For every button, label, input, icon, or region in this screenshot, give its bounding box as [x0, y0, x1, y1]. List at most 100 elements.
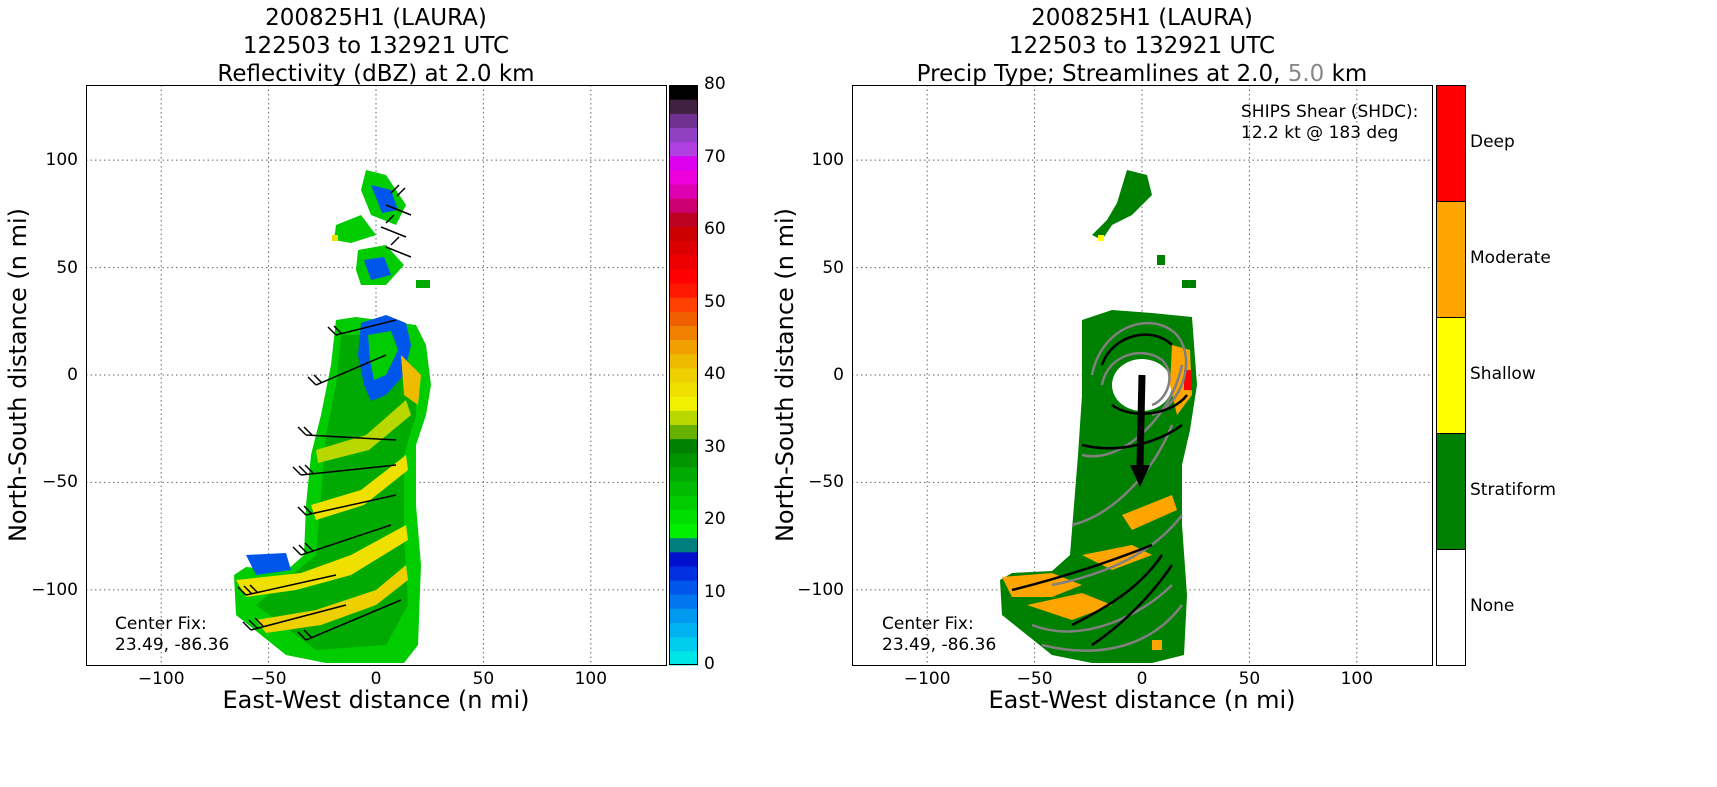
- colorbar-category-swatch: [1436, 85, 1466, 202]
- colorbar-tick-label: 80: [704, 74, 726, 94]
- colorbar-swatch: [669, 127, 698, 143]
- colorbar-swatch: [669, 155, 698, 171]
- left-center-fix: Center Fix: 23.49, -86.36: [115, 614, 229, 656]
- right-title: 200825H1 (LAURA) 122503 to 132921 UTC Pr…: [852, 4, 1432, 88]
- colorbar-swatch: [669, 311, 698, 326]
- shear-value: 12.2 kt @ 183 deg: [1241, 123, 1399, 143]
- left-plot-frame: [86, 85, 667, 666]
- right-plot-frame: [852, 85, 1433, 666]
- colorbar-border: [669, 85, 698, 665]
- colorbar-swatch: [669, 283, 698, 298]
- colorbar-swatch: [669, 297, 698, 312]
- x-tick-label: 50: [472, 669, 495, 689]
- right-title-line3: Precip Type; Streamlines at 2.0, 5.0 km: [852, 60, 1432, 88]
- right-title-line3-grey: 5.0: [1287, 61, 1325, 87]
- colorbar-swatch: [669, 212, 698, 227]
- y-tick-label: −50: [42, 472, 78, 493]
- colorbar-swatch: [669, 636, 698, 652]
- colorbar-swatch: [669, 339, 698, 355]
- colorbar-swatch: [669, 580, 698, 595]
- left-title-line1: 200825H1 (LAURA): [265, 5, 487, 31]
- colorbar-category-label: Deep: [1470, 132, 1515, 152]
- x-tick-label: −50: [1016, 669, 1053, 689]
- right-title-line2: 122503 to 132921 UTC: [1008, 33, 1276, 59]
- right-title-line3-prefix: Precip Type; Streamlines at 2.0,: [916, 61, 1281, 87]
- left-center-fix-value: 23.49, -86.36: [115, 635, 230, 655]
- x-tick-label: 50: [1238, 669, 1261, 689]
- x-tick-label: 100: [574, 669, 608, 689]
- right-plot: [852, 85, 1432, 665]
- right-title-line1: 200825H1 (LAURA): [1031, 5, 1253, 31]
- colorbar-tick-label: 20: [704, 509, 726, 529]
- colorbar-swatch: [669, 594, 698, 609]
- left-title-line3: Reflectivity (dBZ) at 2.0 km: [217, 61, 535, 87]
- colorbar-tick-label: 0: [704, 654, 715, 674]
- colorbar-swatch: [669, 424, 698, 440]
- colorbar-category-swatch: [1436, 549, 1466, 666]
- colorbar-swatch: [669, 268, 698, 284]
- colorbar-swatch: [669, 608, 698, 624]
- y-tick-label: 0: [833, 365, 844, 385]
- left-title: 200825H1 (LAURA) 122503 to 132921 UTC Re…: [86, 4, 666, 88]
- colorbar-tick-label: 50: [704, 291, 726, 312]
- colorbar-swatch: [669, 495, 698, 510]
- colorbar-swatch: [669, 565, 698, 581]
- colorbar-tick-label: 10: [704, 581, 726, 602]
- colorbar-category-label: Stratiform: [1470, 480, 1556, 500]
- colorbar-tick-label: 40: [704, 364, 726, 384]
- colorbar-category-label: Moderate: [1470, 248, 1551, 268]
- colorbar-tick-label: 70: [704, 146, 726, 167]
- x-tick-label: −100: [137, 669, 185, 689]
- precip-type-colorbar: [1436, 85, 1466, 666]
- colorbar-swatch: [669, 353, 698, 369]
- y-tick-label: 50: [56, 257, 78, 278]
- x-tick-label: −50: [250, 669, 287, 689]
- y-tick-label: 100: [811, 150, 844, 171]
- x-tick-label: 0: [1136, 669, 1148, 689]
- left-plot: [86, 85, 666, 665]
- y-tick-label: 0: [67, 365, 78, 385]
- left-x-axis-label: East-West distance (n mi): [222, 686, 530, 714]
- colorbar-swatch: [669, 169, 698, 185]
- colorbar-swatch: [669, 254, 698, 270]
- y-tick-label: −100: [31, 579, 78, 600]
- x-tick-label: 100: [1340, 669, 1374, 689]
- colorbar-swatch: [669, 452, 698, 468]
- colorbar-swatch: [669, 650, 698, 666]
- colorbar-swatch: [669, 622, 698, 638]
- colorbar-swatch: [669, 198, 698, 213]
- colorbar-category-swatch: [1436, 433, 1466, 550]
- streamlines-grey: [1031, 321, 1188, 652]
- right-center-fix: Center Fix: 23.49, -86.36: [882, 614, 996, 656]
- colorbar-swatch: [669, 99, 698, 114]
- left-y-axis-label: North-South distance (n mi): [4, 207, 32, 543]
- shear-label: SHIPS Shear (SHDC):: [1241, 102, 1419, 122]
- colorbar-swatch: [669, 325, 698, 341]
- left-title-line2: 122503 to 132921 UTC: [242, 33, 510, 59]
- x-tick-label: 0: [370, 669, 382, 689]
- colorbar-category-label: Shallow: [1470, 364, 1536, 384]
- colorbar-swatch: [669, 466, 698, 482]
- right-center-fix-value: 23.49, -86.36: [882, 635, 997, 655]
- colorbar-swatch: [669, 551, 698, 567]
- colorbar-swatch: [669, 509, 698, 525]
- y-tick-label: −50: [808, 472, 844, 493]
- wind-barbs: [237, 184, 412, 641]
- right-title-line3-suffix: km: [1331, 61, 1368, 87]
- right-center-fix-label: Center Fix:: [882, 614, 974, 634]
- colorbar-swatch: [669, 240, 698, 256]
- colorbar-swatch: [669, 481, 698, 496]
- y-tick-label: 100: [45, 150, 78, 171]
- colorbar-swatch: [669, 85, 698, 100]
- colorbar-swatch: [669, 226, 698, 242]
- colorbar-tick-label: 60: [704, 219, 726, 239]
- colorbar-swatch: [669, 396, 698, 411]
- left-center-fix-label: Center Fix:: [115, 614, 207, 634]
- shear-vector-arrow: [1130, 374, 1150, 487]
- colorbar-swatch: [669, 184, 698, 199]
- shear-annotation: SHIPS Shear (SHDC): 12.2 kt @ 183 deg: [1241, 102, 1418, 144]
- colorbar-swatch: [669, 113, 698, 128]
- colorbar-swatch: [669, 141, 698, 157]
- right-x-axis-label: East-West distance (n mi): [988, 686, 1296, 714]
- colorbar-tick-label: 30: [704, 436, 726, 457]
